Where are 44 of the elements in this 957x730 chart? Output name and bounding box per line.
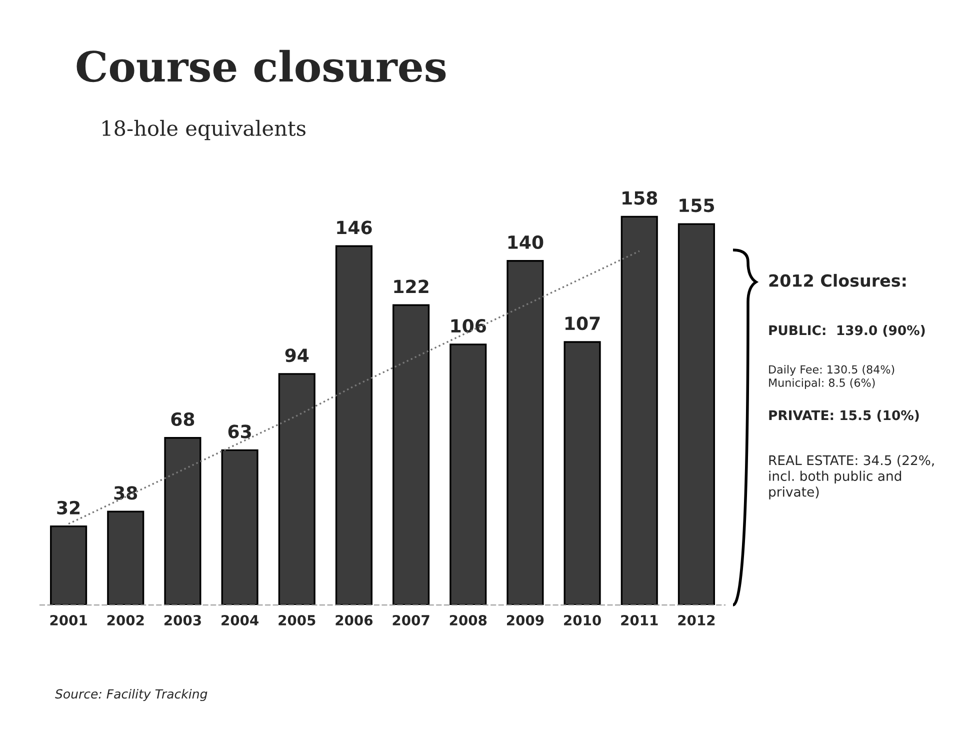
bar <box>278 373 316 605</box>
bar <box>107 510 144 605</box>
x-tick-label: 2010 <box>564 614 601 626</box>
data-label: 63 <box>228 424 251 438</box>
bar <box>335 245 372 605</box>
text: REAL ESTATE: 34.5 (22%, incl. both public and private) <box>769 455 934 500</box>
data-label: 158 <box>622 191 658 205</box>
data-label: 155 <box>680 198 714 212</box>
source-note: Source: Facility Tracking <box>55 688 208 702</box>
bar <box>392 304 430 605</box>
x-tick-label: 2005 <box>278 614 316 626</box>
data-label: 146 <box>337 220 372 234</box>
data-label: 140 <box>508 235 544 250</box>
x-tick-label: 2009 <box>506 614 544 626</box>
chart-title: Course closures <box>76 50 446 82</box>
x-tick-label: 2001 <box>50 614 87 626</box>
data-label: 32 <box>57 500 80 515</box>
x-tick-label: 2011 <box>621 614 658 626</box>
x-tick-label: 2008 <box>450 614 487 626</box>
data-label: 106 <box>451 318 486 333</box>
bar <box>506 260 544 605</box>
bar <box>221 449 258 605</box>
bar <box>678 223 715 605</box>
chart-subtitle: 18-hole equivalents <box>102 120 306 140</box>
x-tick-label: 2007 <box>392 614 430 626</box>
data-label: 122 <box>394 280 428 294</box>
data-label: 68 <box>171 412 194 426</box>
bar <box>50 526 88 605</box>
text: 2012 Closures: <box>769 274 906 287</box>
data-label: 38 <box>114 486 138 500</box>
x-tick-label: 2002 <box>107 614 144 626</box>
x-tick-label: 2004 <box>222 614 258 626</box>
text: PUBLIC: 139.0 (90%) <box>769 325 925 337</box>
data-label: 94 <box>285 348 309 362</box>
x-tick-label: 2003 <box>164 614 201 626</box>
data-label: 107 <box>565 316 600 330</box>
text: Daily Fee: 130.5 (84%) Municipal: 8.5 (6%) <box>769 365 894 390</box>
bar <box>564 341 601 605</box>
x-tick-label: 2006 <box>336 614 373 626</box>
text: PRIVATE: 15.5 (10%) <box>769 410 919 422</box>
x-tick-label: 2012 <box>678 614 715 626</box>
bar <box>620 216 658 605</box>
bar <box>164 437 202 605</box>
bar <box>450 344 487 605</box>
